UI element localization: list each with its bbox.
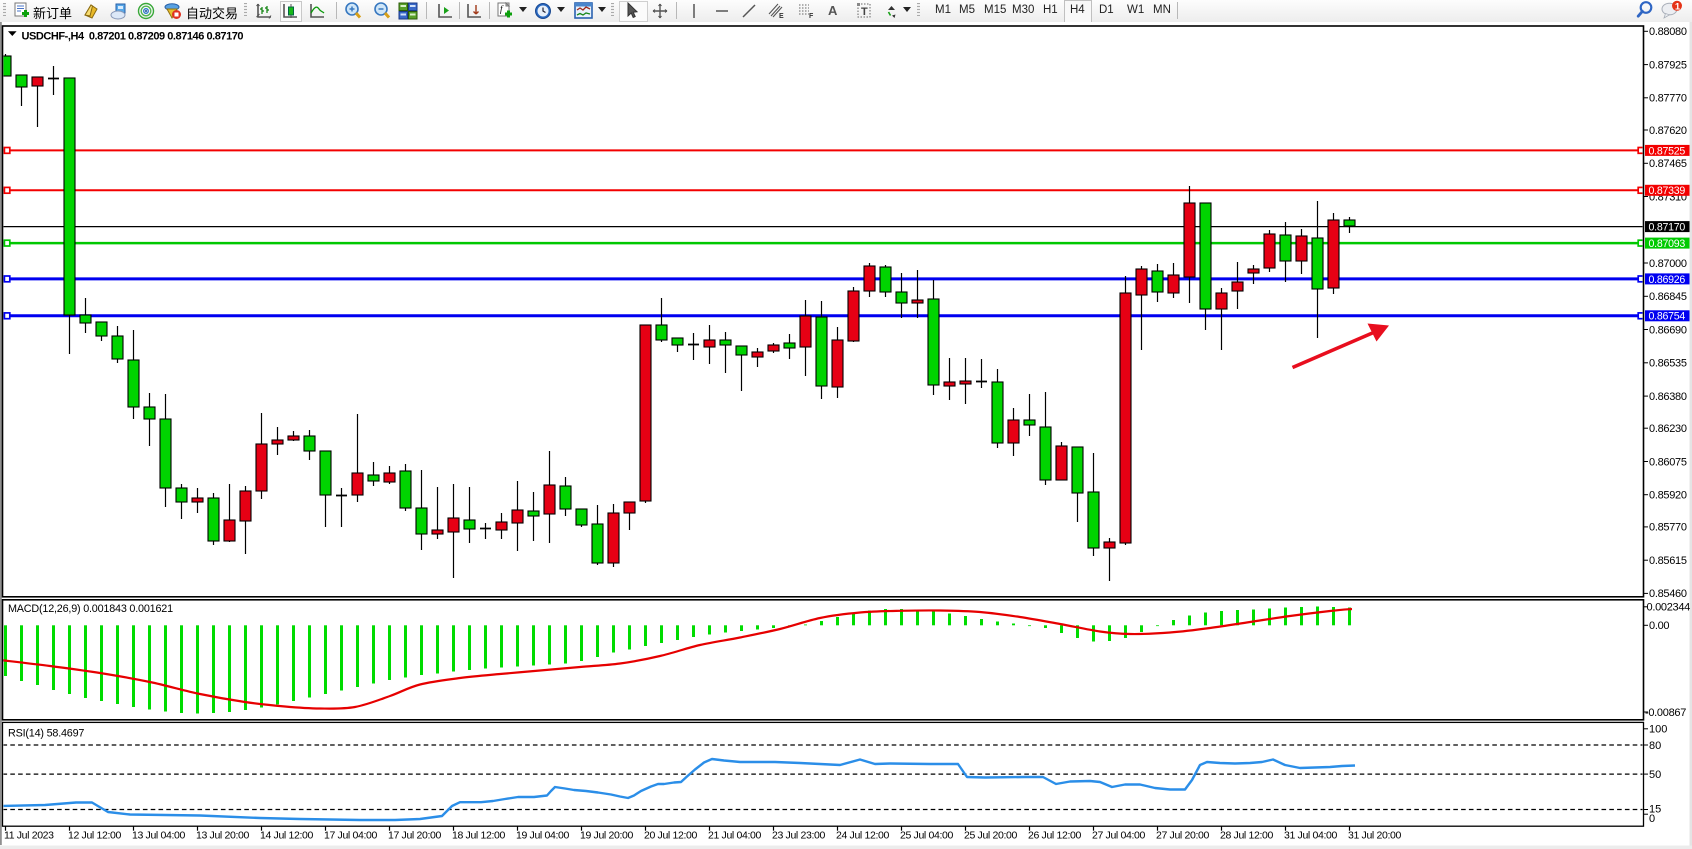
svg-text:31 Jul 04:00: 31 Jul 04:00 [1284,830,1338,842]
svg-text:USDCHF-,H4 0.87201 0.87209 0.: USDCHF-,H4 0.87201 0.87209 0.87146 0.871… [22,31,244,43]
svg-text:0: 0 [1649,813,1655,825]
svg-text:26 Jul 12:00: 26 Jul 12:00 [1028,830,1082,842]
svg-text:0.86845: 0.86845 [1649,291,1687,303]
svg-text:MACD(12,26,9) 0.001843 0.00162: MACD(12,26,9) 0.001843 0.001621 [8,603,173,615]
svg-text:0.86230: 0.86230 [1649,423,1687,435]
svg-text:0.86690: 0.86690 [1649,324,1687,336]
svg-text:27 Jul 04:00: 27 Jul 04:00 [1092,830,1146,842]
svg-text:80: 80 [1649,740,1661,752]
svg-text:15: 15 [1649,803,1661,815]
svg-text:27 Jul 20:00: 27 Jul 20:00 [1156,830,1210,842]
svg-text:0.85460: 0.85460 [1649,588,1687,600]
svg-text:1: 1 [1675,2,1681,13]
svg-text:E: E [779,13,784,20]
svg-text:17 Jul 20:00: 17 Jul 20:00 [388,830,442,842]
svg-text:0.86380: 0.86380 [1649,391,1687,403]
svg-text:13 Jul 20:00: 13 Jul 20:00 [196,830,250,842]
svg-text:T: T [861,6,868,18]
svg-text:23 Jul 23:00: 23 Jul 23:00 [772,830,826,842]
svg-text:0.87170: 0.87170 [1649,222,1686,234]
svg-text:0.87339: 0.87339 [1649,185,1686,197]
svg-text:11 Jul 2023: 11 Jul 2023 [4,830,54,842]
svg-text:0.87525: 0.87525 [1649,145,1686,157]
svg-text:0.85920: 0.85920 [1649,490,1687,502]
svg-text:f: f [500,4,504,14]
svg-text:17 Jul 04:00: 17 Jul 04:00 [324,830,378,842]
svg-text:25 Jul 04:00: 25 Jul 04:00 [900,830,954,842]
svg-text:18 Jul 12:00: 18 Jul 12:00 [452,830,506,842]
svg-text:25 Jul 20:00: 25 Jul 20:00 [964,830,1018,842]
svg-text:0.85770: 0.85770 [1649,522,1687,534]
svg-text:0.86075: 0.86075 [1649,456,1687,468]
svg-text:14 Jul 12:00: 14 Jul 12:00 [260,830,314,842]
svg-text:0.88080: 0.88080 [1649,26,1687,38]
svg-text:0.87093: 0.87093 [1649,238,1686,250]
svg-text:0.86754: 0.86754 [1649,311,1686,323]
svg-text:0.87770: 0.87770 [1649,93,1687,105]
svg-text:-0.00867: -0.00867 [1645,707,1686,719]
svg-text:13 Jul 04:00: 13 Jul 04:00 [132,830,186,842]
svg-text:0.86535: 0.86535 [1649,358,1687,370]
svg-text:50: 50 [1649,769,1661,781]
svg-text:0.85615: 0.85615 [1649,555,1687,567]
svg-text:RSI(14) 58.4697: RSI(14) 58.4697 [8,728,84,740]
svg-text:0.87620: 0.87620 [1649,125,1687,137]
svg-text:24 Jul 12:00: 24 Jul 12:00 [836,830,890,842]
svg-text:F: F [809,13,814,20]
svg-text:0.87465: 0.87465 [1649,158,1687,170]
svg-text:21 Jul 04:00: 21 Jul 04:00 [708,830,762,842]
svg-text:0.87000: 0.87000 [1649,258,1687,270]
svg-text:0.86926: 0.86926 [1649,274,1686,286]
svg-text:100: 100 [1649,724,1667,736]
svg-text:0.00: 0.00 [1649,620,1669,632]
svg-text:0.002344: 0.002344 [1647,602,1691,614]
svg-text:20 Jul 12:00: 20 Jul 12:00 [644,830,698,842]
svg-text:19 Jul 20:00: 19 Jul 20:00 [580,830,634,842]
svg-text:28 Jul 12:00: 28 Jul 12:00 [1220,830,1274,842]
svg-text:12 Jul 12:00: 12 Jul 12:00 [68,830,122,842]
svg-text:31 Jul 20:00: 31 Jul 20:00 [1348,830,1402,842]
svg-text:19 Jul 04:00: 19 Jul 04:00 [516,830,570,842]
svg-text:0.87925: 0.87925 [1649,59,1687,71]
